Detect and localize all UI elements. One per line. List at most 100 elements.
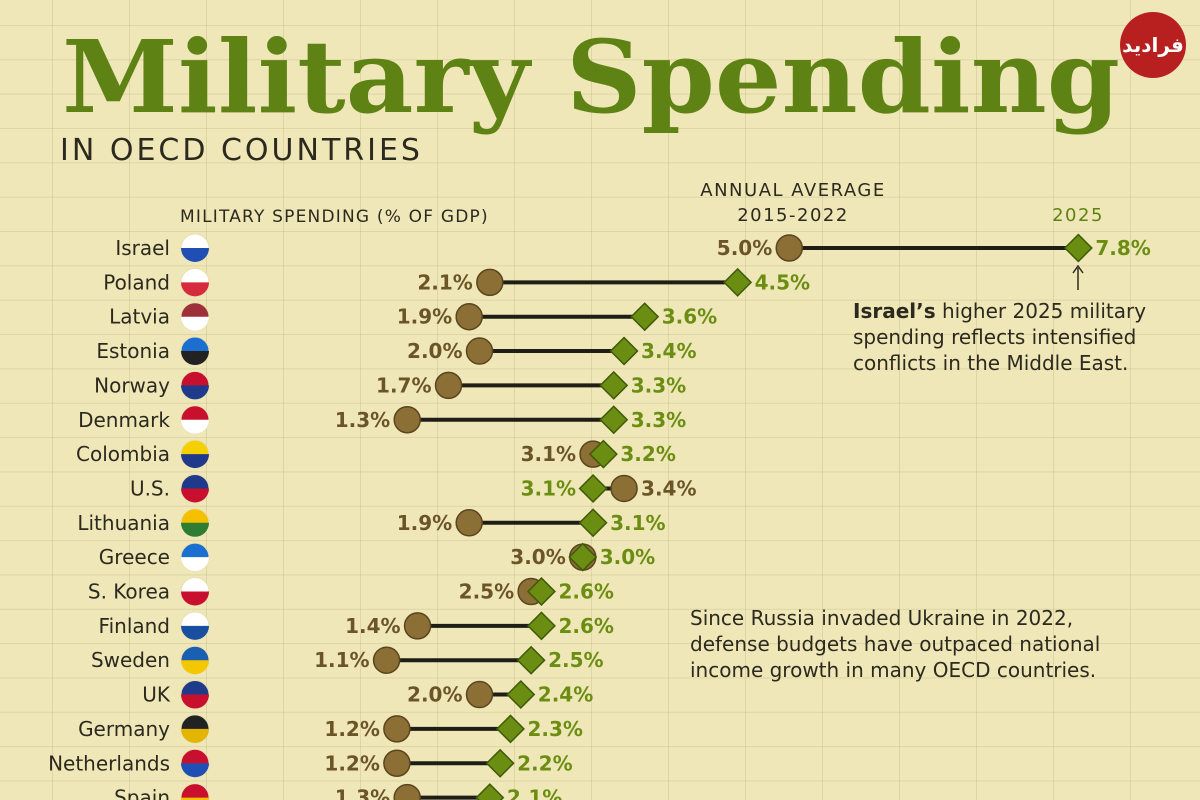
2025-label: 3.3% [631, 408, 686, 432]
2025-label: 3.0% [600, 545, 655, 569]
avg-label: 1.9% [397, 511, 452, 535]
avg-label: 1.7% [376, 373, 431, 397]
flag [181, 660, 209, 675]
category-label: Sweden [91, 648, 170, 672]
2025-label: 4.5% [755, 270, 810, 294]
2025-marker [599, 405, 629, 435]
flag [181, 728, 209, 743]
avg-label: 2.5% [459, 580, 514, 604]
flag [181, 316, 209, 331]
legend-avg: ANNUAL AVERAGE 2015-2022 [700, 180, 886, 226]
flag [181, 763, 209, 778]
category-label: Finland [99, 614, 170, 638]
2025-marker [516, 645, 546, 675]
avg-label: 2.1% [417, 270, 472, 294]
avg-label: 1.2% [324, 751, 379, 775]
2025-label: 2.1% [507, 786, 562, 800]
2025-marker [599, 370, 629, 400]
2025-marker [526, 611, 556, 641]
annotation-arrowhead [1072, 264, 1084, 274]
flag [181, 282, 209, 297]
flag [180, 783, 210, 800]
avg-label: 1.9% [397, 305, 452, 329]
avg-marker [434, 371, 463, 400]
category-label: Israel [115, 236, 170, 260]
logo: فرادید [1122, 33, 1184, 57]
avg-label: 5.0% [717, 236, 772, 260]
2025-label: 3.2% [620, 442, 675, 466]
category-label: S. Korea [88, 580, 170, 604]
2025-label: 3.3% [631, 373, 686, 397]
category-label: Netherlands [48, 751, 170, 775]
2025-marker [526, 577, 556, 606]
category-label: Estonia [96, 339, 170, 363]
annotation: Israel’s higher 2025 military spending r… [853, 298, 1183, 376]
avg-label: 3.0% [510, 545, 565, 569]
flag [181, 591, 209, 606]
avg-marker [455, 302, 483, 331]
annotation-text: higher 2025 military spending reflects i… [853, 299, 1147, 375]
avg-marker [610, 474, 638, 503]
avg-marker [465, 337, 494, 365]
avg-marker [465, 680, 494, 709]
category-label: U.S. [130, 476, 170, 500]
avg-marker [372, 646, 401, 674]
flag [181, 694, 209, 709]
2025-marker [568, 542, 598, 572]
2025-marker [578, 473, 608, 503]
avg-marker [476, 268, 504, 297]
category-label: UK [142, 683, 171, 707]
annotation: Since Russia invaded Ukraine in 2022, de… [690, 606, 1101, 682]
flag [181, 625, 209, 640]
axis-label: MILITARY SPENDING (% OF GDP) [180, 207, 489, 227]
avg-label: 1.3% [335, 786, 390, 800]
category-label: Norway [94, 373, 170, 397]
avg-marker [393, 783, 421, 800]
category-label: Colombia [76, 442, 170, 466]
avg-marker [775, 234, 803, 262]
avg-marker [393, 406, 421, 434]
category-label: Poland [103, 270, 170, 294]
2025-label: 3.1% [610, 511, 665, 535]
flag [181, 557, 209, 572]
avg-label: 2.0% [407, 339, 462, 363]
avg-label: 3.4% [641, 476, 696, 500]
avg-marker [383, 715, 411, 743]
2025-marker [578, 508, 608, 538]
2025-label: 2.4% [538, 683, 593, 707]
2025-label: 2.5% [548, 648, 603, 672]
2025-marker [723, 267, 753, 297]
avg-label: 2.0% [407, 683, 462, 707]
avg-marker [383, 749, 411, 777]
avg-label: 1.3% [335, 408, 390, 432]
2025-marker [609, 336, 639, 366]
avg-marker [455, 509, 483, 537]
logo-badge [1120, 12, 1186, 78]
2025-marker [1063, 233, 1093, 263]
flag [181, 351, 209, 366]
annotation-bold: Israel’s [853, 299, 936, 323]
2025-label: 2.6% [558, 614, 613, 638]
2025-marker [475, 783, 505, 800]
2025-label: 3.1% [521, 476, 576, 500]
2025-marker [485, 748, 515, 778]
2025-label: 2.2% [517, 751, 572, 775]
flag [181, 248, 209, 262]
2025-label: 3.6% [662, 305, 717, 329]
avg-marker [403, 612, 432, 640]
flag [181, 385, 209, 400]
category-label: Latvia [109, 305, 170, 329]
flag [181, 797, 209, 800]
2025-marker [588, 439, 618, 469]
chart-subtitle: IN OECD COUNTRIES [60, 133, 423, 168]
chart-title: Military Spending [62, 18, 1120, 136]
avg-label: 1.4% [345, 614, 400, 638]
avg-label: 1.1% [314, 648, 369, 672]
2025-label: 3.4% [641, 339, 696, 363]
avg-label: 1.2% [324, 717, 379, 741]
2025-label: 2.6% [558, 580, 613, 604]
legend-2025: 2025 [1052, 205, 1104, 226]
2025-marker [630, 302, 660, 332]
